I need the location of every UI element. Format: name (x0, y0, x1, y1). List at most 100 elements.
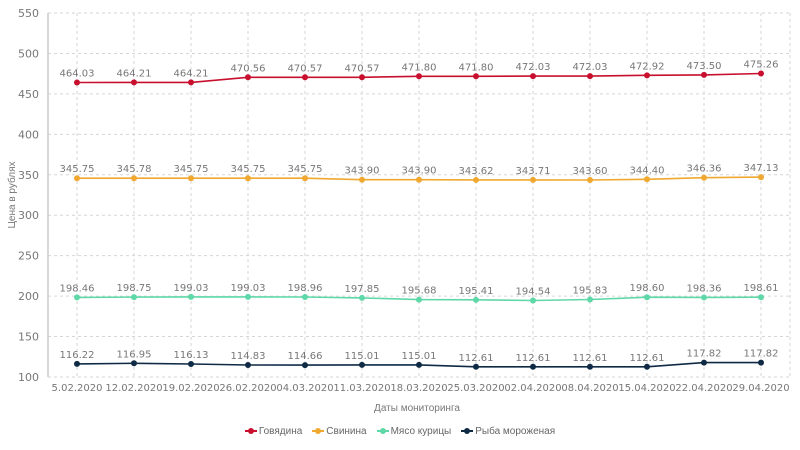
data-label: 345.75 (231, 164, 266, 175)
data-point[interactable] (473, 176, 479, 183)
data-point[interactable] (245, 175, 251, 182)
legend-item[interactable]: Рыба мороженая (461, 426, 555, 437)
data-point[interactable] (758, 70, 764, 77)
data-point[interactable] (245, 293, 251, 300)
data-point[interactable] (359, 176, 365, 183)
data-label: 470.57 (345, 63, 380, 74)
x-tick-label: 12.02.2020 (105, 383, 162, 394)
data-point[interactable] (473, 296, 479, 303)
data-point[interactable] (644, 294, 650, 301)
data-point[interactable] (302, 175, 308, 182)
data-point[interactable] (530, 73, 536, 80)
data-label: 345.78 (117, 164, 152, 175)
data-point[interactable] (644, 363, 650, 370)
data-label: 471.80 (459, 62, 494, 73)
data-label: 199.03 (174, 283, 209, 294)
data-point[interactable] (188, 293, 194, 300)
data-point[interactable] (74, 360, 80, 367)
legend-marker-icon (461, 427, 474, 435)
x-tick-label: 22.04.2020 (675, 383, 732, 394)
data-point[interactable] (758, 294, 764, 301)
data-point[interactable] (302, 362, 308, 369)
data-label: 194.54 (516, 287, 551, 298)
data-label: 345.75 (60, 164, 95, 175)
data-label: 470.56 (231, 63, 266, 74)
data-label: 198.96 (288, 283, 323, 294)
data-point[interactable] (245, 74, 251, 81)
data-point[interactable] (131, 175, 137, 182)
data-label: 472.92 (630, 61, 665, 72)
x-tick-label: 15.04.2020 (618, 383, 675, 394)
data-label: 198.61 (744, 283, 779, 294)
x-tick-label: 08.04.2020 (561, 383, 618, 394)
data-label: 195.68 (402, 286, 437, 297)
series-2: 198.46 198.75 199.03 199.03 198.96 197.85 195.… (60, 283, 779, 304)
data-point[interactable] (245, 362, 251, 369)
data-point[interactable] (416, 361, 422, 368)
data-point[interactable] (644, 72, 650, 79)
data-point[interactable] (74, 79, 80, 86)
data-point[interactable] (473, 73, 479, 80)
data-point[interactable] (416, 176, 422, 183)
data-point[interactable] (302, 74, 308, 81)
data-label: 114.66 (288, 351, 323, 362)
y-axis-ticks: 100 150 200 250 300 350 400 450 500 550 (18, 7, 39, 384)
data-label: 472.03 (573, 62, 608, 73)
data-point[interactable] (302, 293, 308, 300)
data-label: 473.50 (687, 61, 722, 72)
data-point[interactable] (701, 294, 707, 301)
data-label: 112.61 (459, 353, 494, 364)
data-point[interactable] (758, 174, 764, 181)
legend-item[interactable]: Говядина (244, 426, 302, 437)
data-point[interactable] (587, 296, 593, 303)
data-point[interactable] (587, 363, 593, 370)
data-label: 343.71 (516, 166, 551, 177)
data-point[interactable] (131, 360, 137, 367)
y-tick-label: 550 (18, 7, 39, 20)
y-tick-label: 500 (18, 47, 39, 60)
y-tick-label: 100 (18, 371, 39, 384)
y-tick-label: 350 (18, 169, 39, 182)
data-point[interactable] (131, 294, 137, 301)
data-point[interactable] (359, 74, 365, 81)
data-point[interactable] (359, 294, 365, 301)
data-point[interactable] (758, 359, 764, 366)
data-point[interactable] (359, 361, 365, 368)
data-point[interactable] (74, 175, 80, 182)
data-label: 347.13 (744, 163, 779, 174)
data-point[interactable] (701, 174, 707, 181)
data-point[interactable] (188, 175, 194, 182)
data-point[interactable] (74, 294, 80, 301)
y-tick-label: 150 (18, 331, 39, 344)
data-label: 472.03 (516, 62, 551, 73)
data-point[interactable] (701, 359, 707, 366)
data-point[interactable] (188, 360, 194, 367)
data-point[interactable] (701, 71, 707, 78)
y-tick-label: 400 (18, 128, 39, 141)
data-point[interactable] (530, 297, 536, 304)
data-label: 343.90 (402, 166, 437, 177)
data-point[interactable] (416, 73, 422, 80)
data-point[interactable] (416, 296, 422, 303)
legend-item[interactable]: Мясо курицы (376, 426, 451, 437)
legend-marker-icon (376, 427, 389, 435)
y-tick-label: 450 (18, 88, 39, 101)
y-tick-label: 200 (18, 290, 39, 303)
data-label: 197.85 (345, 284, 380, 295)
data-point[interactable] (530, 363, 536, 370)
data-label: 117.82 (687, 349, 722, 360)
data-point[interactable] (473, 363, 479, 370)
data-point[interactable] (530, 176, 536, 183)
data-point[interactable] (587, 73, 593, 80)
x-tick-label: 29.04.2020 (732, 383, 789, 394)
data-label: 198.36 (687, 283, 722, 294)
legend-item[interactable]: Свинина (312, 426, 367, 437)
data-point[interactable] (131, 79, 137, 86)
data-point[interactable] (587, 176, 593, 183)
x-tick-label: 5.02.2020 (52, 383, 103, 394)
data-label: 471.80 (402, 62, 437, 73)
data-point[interactable] (644, 176, 650, 183)
data-label: 198.46 (60, 283, 95, 294)
data-point[interactable] (188, 79, 194, 86)
x-tick-label: 04.03.2020 (276, 383, 333, 394)
